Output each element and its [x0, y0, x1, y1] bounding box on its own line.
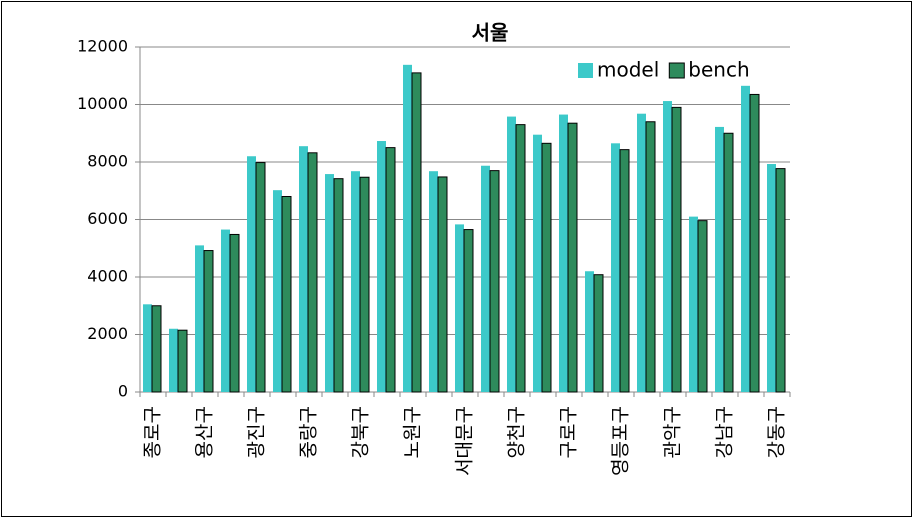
x-tick-label: 강동구 [766, 406, 788, 458]
bar [359, 176, 370, 393]
bar [325, 174, 334, 392]
bar [767, 164, 776, 392]
y-tick-label: 10000 [77, 94, 128, 113]
bar [203, 250, 214, 393]
bar [689, 216, 698, 392]
bar [221, 229, 230, 392]
bar [247, 156, 256, 392]
bar [281, 196, 292, 393]
chart-title: 서울 [472, 21, 509, 45]
y-tick-label: 4000 [87, 267, 128, 286]
y-tick-label: 8000 [87, 152, 128, 171]
bar [169, 328, 178, 392]
bar [377, 141, 386, 392]
bar [637, 113, 646, 392]
x-tick-label: 노원구 [402, 406, 424, 458]
bar [715, 126, 724, 393]
bar [723, 132, 734, 393]
x-tick-label: 종로구 [142, 406, 164, 458]
x-tick-label: 서대문구 [454, 406, 476, 476]
bar [455, 224, 464, 392]
bar [411, 72, 422, 393]
bar [273, 190, 282, 392]
legend-label: model [597, 58, 659, 82]
bar [775, 168, 786, 393]
bar [307, 152, 318, 393]
y-tick-label: 12000 [77, 37, 128, 56]
y-tick-label: 2000 [87, 324, 128, 343]
bar [403, 64, 412, 392]
legend-swatch [668, 62, 685, 79]
bar [663, 101, 672, 393]
bar [593, 274, 604, 393]
x-tick-label: 구로구 [558, 406, 580, 458]
bar [437, 176, 448, 393]
bar [741, 85, 750, 392]
bar [385, 147, 396, 393]
bar [489, 170, 500, 393]
bar [463, 229, 474, 393]
bar [177, 329, 188, 393]
bar [533, 134, 542, 392]
bar [229, 233, 240, 393]
bar [143, 304, 152, 392]
bar [151, 305, 162, 393]
x-tick-label: 영등포구 [610, 406, 632, 476]
x-tick-label: 강남구 [714, 406, 736, 458]
bar [195, 245, 204, 392]
x-tick-label: 관악구 [662, 406, 684, 458]
x-tick-label: 광진구 [246, 406, 268, 458]
bar [333, 178, 344, 393]
x-tick-label: 양천구 [506, 406, 528, 458]
bar [567, 122, 578, 393]
bar [299, 146, 308, 392]
bar [645, 121, 656, 393]
bar [697, 220, 708, 393]
x-tick-label: 강북구 [350, 406, 372, 458]
bar [255, 162, 266, 393]
bar [619, 149, 630, 393]
bar [429, 171, 438, 392]
bar [351, 171, 360, 392]
bar [507, 116, 516, 392]
bar [749, 93, 760, 393]
x-tick-label: 용산구 [194, 406, 216, 458]
bar [585, 271, 594, 392]
y-tick-label: 0 [118, 382, 128, 401]
y-tick-label: 6000 [87, 209, 128, 228]
bar [515, 124, 526, 393]
legend-swatch [578, 63, 593, 78]
legend-label: bench [688, 58, 749, 82]
bar [671, 106, 682, 393]
x-tick-label: 중랑구 [298, 406, 320, 458]
bar [611, 143, 620, 392]
bar [559, 114, 568, 392]
bar [481, 165, 490, 392]
bar [541, 142, 552, 393]
